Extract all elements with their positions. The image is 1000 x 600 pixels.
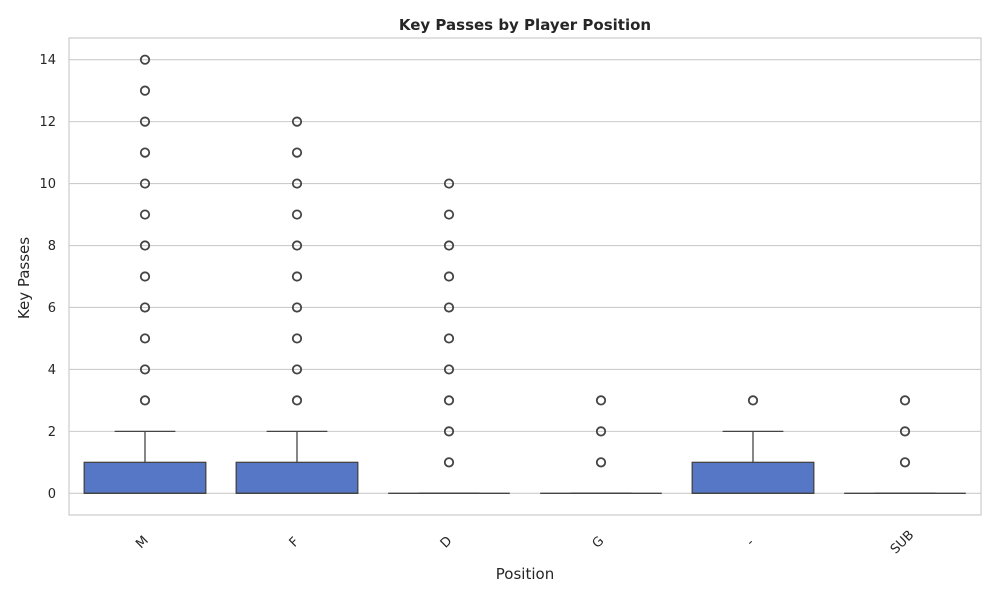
outlier-point bbox=[899, 395, 911, 406]
boxes-layer bbox=[83, 54, 966, 494]
outlier-point bbox=[139, 395, 151, 406]
outlier-point bbox=[443, 333, 455, 344]
outlier-point bbox=[443, 457, 455, 468]
outlier-point bbox=[595, 457, 607, 468]
outlier-point bbox=[291, 240, 303, 251]
outlier-point bbox=[291, 116, 303, 127]
y-tick-label: 8 bbox=[48, 239, 56, 254]
outlier-point bbox=[139, 240, 151, 251]
outlier-point bbox=[595, 395, 607, 406]
outlier-point bbox=[139, 271, 151, 282]
outlier-point bbox=[291, 395, 303, 406]
box-group bbox=[235, 116, 359, 494]
outlier-point bbox=[139, 302, 151, 313]
outlier-point bbox=[291, 302, 303, 313]
outlier-point bbox=[443, 426, 455, 437]
outlier-point bbox=[443, 271, 455, 282]
x-axis-label: Position bbox=[496, 565, 554, 583]
outlier-point bbox=[139, 333, 151, 344]
y-tick-label: 14 bbox=[39, 53, 56, 68]
outlier-point bbox=[443, 178, 455, 189]
outlier-point bbox=[443, 209, 455, 220]
outlier-point bbox=[899, 457, 911, 468]
outlier-point bbox=[291, 209, 303, 220]
outlier-point bbox=[139, 147, 151, 158]
outlier-point bbox=[139, 209, 151, 220]
outlier-point bbox=[291, 333, 303, 344]
chart-title: Key Passes by Player Position bbox=[399, 16, 651, 34]
plot-frame bbox=[68, 37, 982, 516]
y-tick-label: 0 bbox=[48, 487, 56, 502]
outlier-point bbox=[139, 116, 151, 127]
outlier-point bbox=[595, 426, 607, 437]
outlier-point bbox=[139, 54, 151, 65]
box-group bbox=[691, 395, 815, 494]
box-iqr bbox=[691, 461, 815, 494]
y-tick-label: 6 bbox=[48, 301, 56, 316]
outlier-point bbox=[443, 240, 455, 251]
y-tick-label: 10 bbox=[39, 177, 56, 192]
outlier-point bbox=[291, 271, 303, 282]
outlier-point bbox=[443, 395, 455, 406]
outlier-point bbox=[139, 85, 151, 96]
y-tick-label: 2 bbox=[48, 425, 56, 440]
y-gridlines bbox=[69, 59, 981, 494]
outlier-point bbox=[443, 364, 455, 375]
outlier-point bbox=[139, 178, 151, 189]
outlier-point bbox=[139, 364, 151, 375]
box-iqr bbox=[83, 461, 207, 494]
outlier-point bbox=[291, 178, 303, 189]
y-tick-label: 12 bbox=[39, 115, 56, 130]
y-axis-label: Key Passes bbox=[15, 237, 33, 319]
box-group bbox=[540, 395, 662, 494]
box-group bbox=[83, 54, 207, 494]
y-tick-labels: 0 2 4 6 8 10 12 14 bbox=[39, 53, 56, 502]
box-group bbox=[388, 178, 510, 494]
outlier-point bbox=[899, 426, 911, 437]
outlier-point bbox=[443, 302, 455, 313]
outlier-point bbox=[291, 364, 303, 375]
y-tick-label: 4 bbox=[48, 363, 56, 378]
outlier-point bbox=[747, 395, 759, 406]
box-iqr bbox=[235, 461, 359, 494]
outlier-point bbox=[291, 147, 303, 158]
box-group bbox=[844, 395, 966, 494]
